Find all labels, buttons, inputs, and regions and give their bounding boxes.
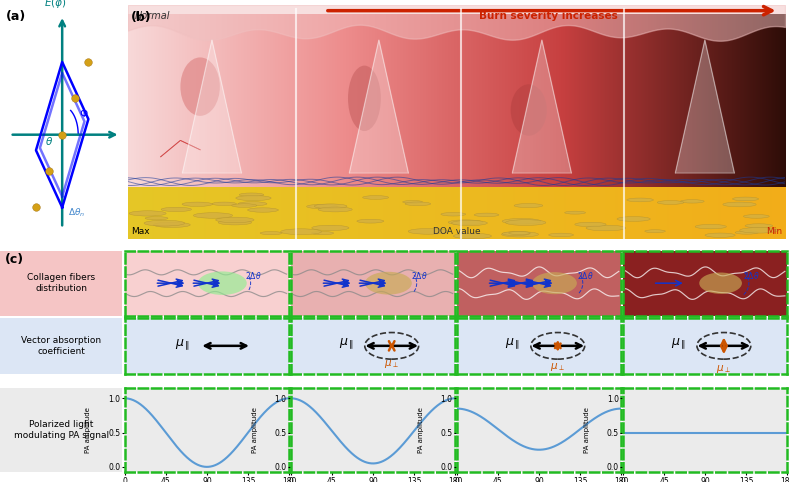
Ellipse shape <box>357 219 383 223</box>
Ellipse shape <box>617 216 650 221</box>
Ellipse shape <box>739 228 779 233</box>
Ellipse shape <box>318 207 352 212</box>
Text: $\theta$: $\theta$ <box>45 135 53 147</box>
Text: $\mu_\parallel$: $\mu_\parallel$ <box>671 336 686 351</box>
Ellipse shape <box>732 197 759 201</box>
Polygon shape <box>675 40 735 173</box>
Text: Min: Min <box>765 227 782 236</box>
Ellipse shape <box>260 231 282 235</box>
Text: Normal: Normal <box>134 11 170 21</box>
Ellipse shape <box>215 217 254 223</box>
Text: Max: Max <box>131 227 150 236</box>
Ellipse shape <box>405 202 431 206</box>
Text: (b): (b) <box>131 11 151 24</box>
Ellipse shape <box>161 207 192 212</box>
Ellipse shape <box>248 208 279 212</box>
Text: $2\Delta\theta$: $2\Delta\theta$ <box>411 270 428 281</box>
Text: $\mu_\perp$: $\mu_\perp$ <box>384 359 399 370</box>
Ellipse shape <box>232 204 256 207</box>
Ellipse shape <box>238 201 267 206</box>
Ellipse shape <box>586 225 626 231</box>
Text: $\mu_\perp$: $\mu_\perp$ <box>716 363 731 375</box>
Text: $2\Delta\theta$: $2\Delta\theta$ <box>577 270 593 281</box>
Ellipse shape <box>402 201 423 203</box>
Text: $2\Delta\theta$: $2\Delta\theta$ <box>245 270 261 281</box>
Ellipse shape <box>506 220 546 226</box>
Ellipse shape <box>448 220 483 225</box>
Ellipse shape <box>193 213 233 218</box>
Y-axis label: PA amplitude: PA amplitude <box>85 407 92 453</box>
Ellipse shape <box>363 196 388 199</box>
Ellipse shape <box>743 214 769 218</box>
Ellipse shape <box>699 272 742 294</box>
Text: $\Delta\theta_n$: $\Delta\theta_n$ <box>68 206 85 219</box>
Ellipse shape <box>745 224 772 228</box>
Ellipse shape <box>657 201 684 204</box>
Ellipse shape <box>735 231 758 234</box>
Ellipse shape <box>626 198 653 202</box>
Y-axis label: PA amplitude: PA amplitude <box>584 407 589 453</box>
Ellipse shape <box>575 222 606 227</box>
Ellipse shape <box>454 233 492 239</box>
Ellipse shape <box>645 230 665 233</box>
Ellipse shape <box>236 196 271 201</box>
Ellipse shape <box>312 231 334 235</box>
Ellipse shape <box>144 220 185 226</box>
Ellipse shape <box>198 271 247 295</box>
Text: Burn severity increases: Burn severity increases <box>479 11 618 21</box>
Text: $\mu_\perp$: $\mu_\perp$ <box>551 361 565 373</box>
Ellipse shape <box>239 193 264 197</box>
Ellipse shape <box>723 202 756 207</box>
Text: $\mu_\parallel$: $\mu_\parallel$ <box>339 336 354 351</box>
Ellipse shape <box>307 204 337 209</box>
Ellipse shape <box>695 225 727 229</box>
Ellipse shape <box>441 213 466 216</box>
Ellipse shape <box>451 220 488 226</box>
Text: Polarized light
modulating PA signal: Polarized light modulating PA signal <box>13 420 109 440</box>
Text: $\mu_\parallel$: $\mu_\parallel$ <box>175 337 190 352</box>
Ellipse shape <box>181 57 220 116</box>
Ellipse shape <box>502 218 541 224</box>
Ellipse shape <box>129 211 166 216</box>
Ellipse shape <box>212 202 237 205</box>
Ellipse shape <box>510 84 547 136</box>
Text: (a): (a) <box>6 10 26 23</box>
Text: $\mu_\parallel$: $\mu_\parallel$ <box>506 336 521 351</box>
Ellipse shape <box>281 229 321 235</box>
Ellipse shape <box>503 232 529 236</box>
Polygon shape <box>512 40 571 173</box>
Text: DOA value: DOA value <box>432 227 481 236</box>
Ellipse shape <box>408 228 448 234</box>
Text: Vector absorption
coefficient: Vector absorption coefficient <box>21 336 101 356</box>
Y-axis label: PA amplitude: PA amplitude <box>252 407 257 453</box>
Ellipse shape <box>365 272 412 295</box>
Polygon shape <box>350 40 409 173</box>
Ellipse shape <box>312 225 349 230</box>
Ellipse shape <box>145 216 168 220</box>
Text: (c): (c) <box>5 253 24 266</box>
Ellipse shape <box>705 233 735 237</box>
Ellipse shape <box>219 220 252 225</box>
Ellipse shape <box>565 211 585 214</box>
Text: $E(\varphi)$: $E(\varphi)$ <box>43 0 66 10</box>
Text: $2\Delta\theta$: $2\Delta\theta$ <box>743 270 760 281</box>
Y-axis label: PA amplitude: PA amplitude <box>417 407 424 453</box>
Ellipse shape <box>548 233 574 237</box>
Ellipse shape <box>182 202 212 206</box>
Ellipse shape <box>348 66 381 131</box>
Text: $\Phi$: $\Phi$ <box>79 107 88 119</box>
Ellipse shape <box>514 203 543 208</box>
Ellipse shape <box>314 204 347 209</box>
Polygon shape <box>182 40 241 173</box>
Ellipse shape <box>532 272 577 294</box>
Text: Collagen fibers
distribution: Collagen fibers distribution <box>27 273 95 293</box>
Ellipse shape <box>502 232 538 237</box>
Ellipse shape <box>153 222 190 228</box>
Ellipse shape <box>680 200 704 203</box>
Ellipse shape <box>474 213 499 216</box>
Ellipse shape <box>509 231 530 235</box>
